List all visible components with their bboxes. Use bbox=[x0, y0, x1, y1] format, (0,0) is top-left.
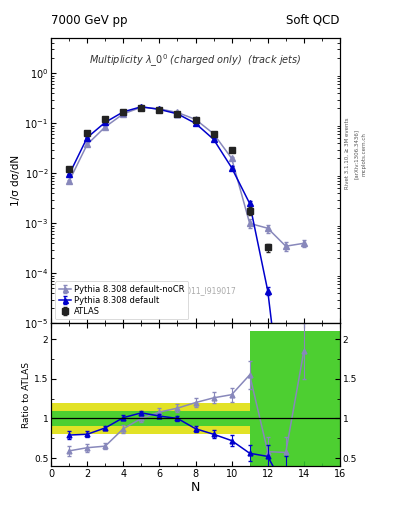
Text: ATLAS_2011_I919017: ATLAS_2011_I919017 bbox=[154, 286, 237, 295]
Y-axis label: 1/σ dσ/dN: 1/σ dσ/dN bbox=[11, 155, 21, 206]
X-axis label: N: N bbox=[191, 481, 200, 495]
Text: Rivet 3.1.10, ≥ 3M events: Rivet 3.1.10, ≥ 3M events bbox=[345, 118, 350, 189]
Y-axis label: Ratio to ATLAS: Ratio to ATLAS bbox=[22, 361, 31, 428]
Text: Multiplicity $\lambda\_0^0$ (charged only)  (track jets): Multiplicity $\lambda\_0^0$ (charged onl… bbox=[89, 53, 302, 69]
Text: Soft QCD: Soft QCD bbox=[286, 14, 340, 27]
Text: [arXiv:1306.3436]: [arXiv:1306.3436] bbox=[354, 129, 359, 179]
Text: 7000 GeV pp: 7000 GeV pp bbox=[51, 14, 128, 27]
Text: mcplots.cern.ch: mcplots.cern.ch bbox=[362, 132, 367, 176]
Legend: Pythia 8.308 default-noCR, Pythia 8.308 default, ATLAS: Pythia 8.308 default-noCR, Pythia 8.308 … bbox=[55, 282, 188, 319]
